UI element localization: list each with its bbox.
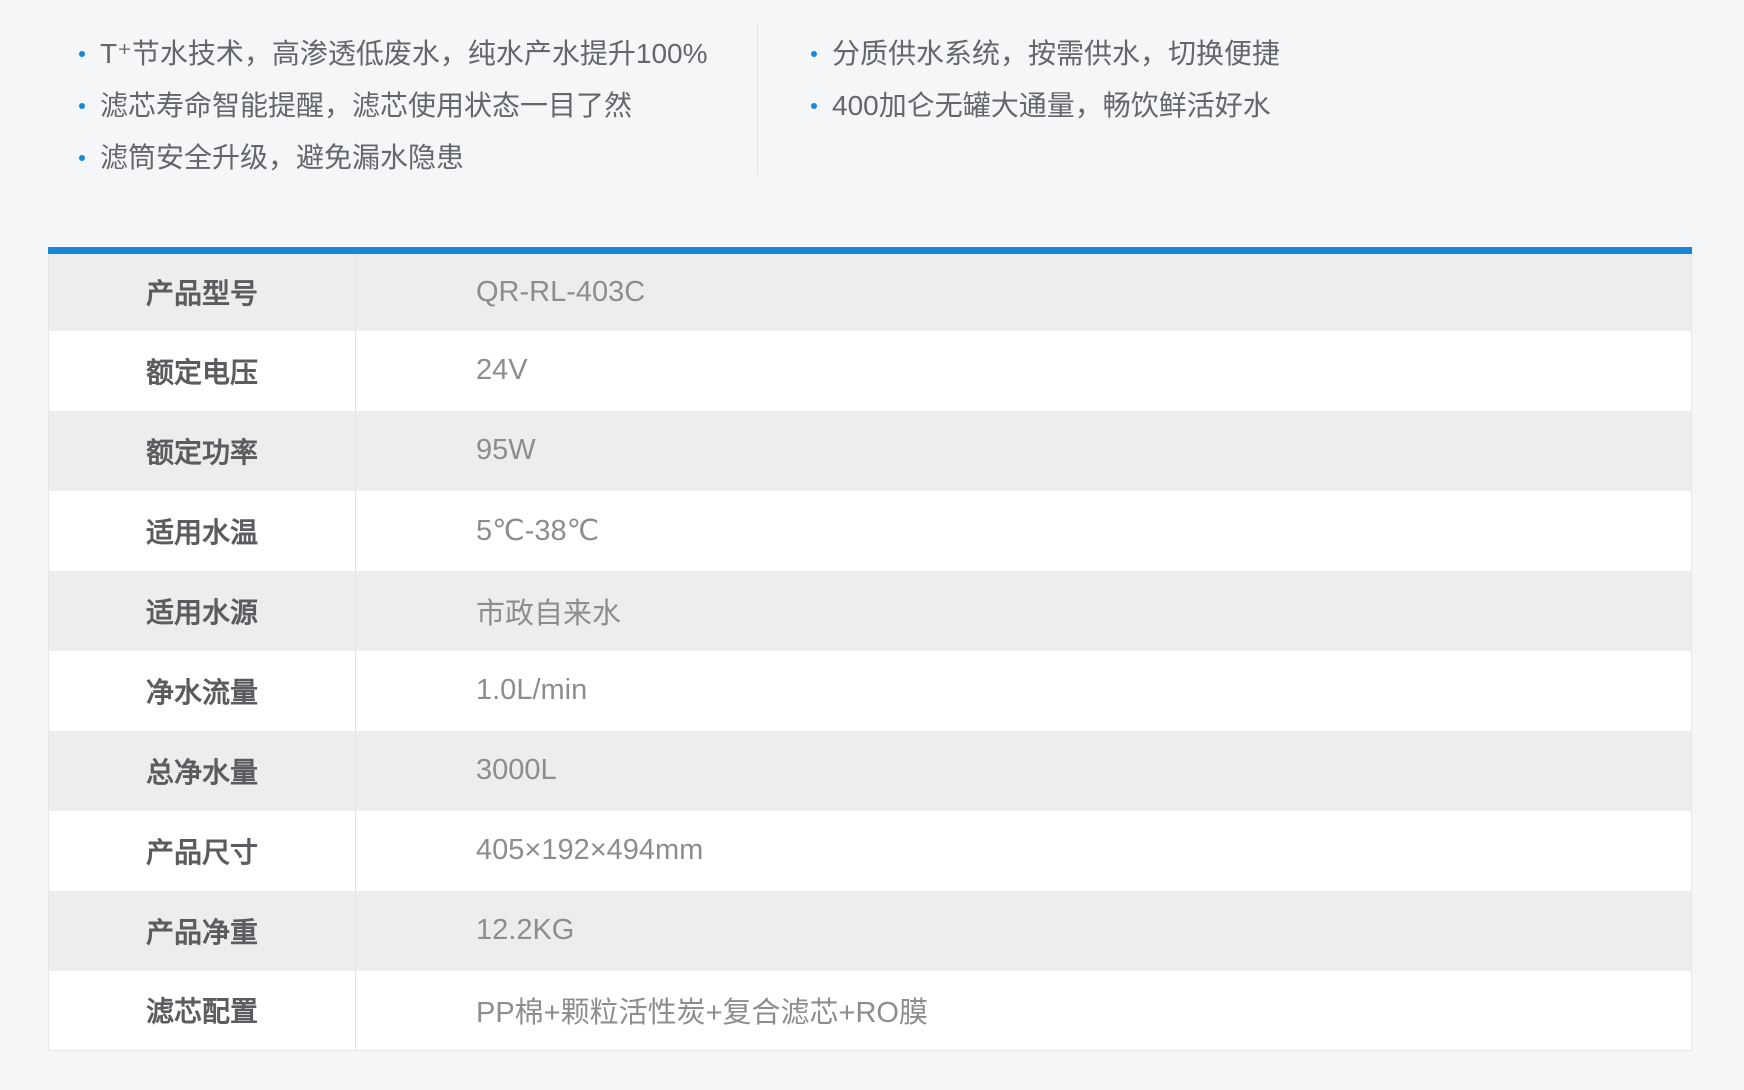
table-row: 总净水量 3000L <box>48 730 1692 811</box>
table-row: 适用水源 市政自来水 <box>48 570 1692 651</box>
spec-value-cell: 5℃-38℃ <box>476 515 600 547</box>
feature-item: 滤筒安全升级，避免漏水隐患 <box>74 132 757 184</box>
table-row: 净水流量 1.0L/min <box>48 650 1692 731</box>
feature-item: T⁺节水技术，高渗透低废水，纯水产水提升100% <box>74 28 757 80</box>
spec-value-cell: 405×192×494mm <box>476 834 704 866</box>
table-row: 产品净重 12.2KG <box>48 890 1692 971</box>
spec-label-cell: 净水流量 <box>48 650 356 731</box>
bullet-dot-icon <box>79 51 85 57</box>
vertical-divider <box>757 23 758 175</box>
feature-text: T⁺节水技术，高渗透低废水，纯水产水提升100% <box>100 38 708 69</box>
spec-label-cell: 产品型号 <box>48 250 356 331</box>
spec-label-cell: 额定功率 <box>48 410 356 491</box>
spec-label-cell: 产品净重 <box>48 890 356 971</box>
spec-value-cell: PP棉+颗粒活性炭+复合滤芯+RO膜 <box>476 997 928 1030</box>
table-row: 产品型号 QR-RL-403C <box>48 250 1692 331</box>
feature-list-left: T⁺节水技术，高渗透低废水，纯水产水提升100% 滤芯寿命智能提醒，滤芯使用状态… <box>0 28 757 184</box>
spec-value-cell: 1.0L/min <box>476 674 588 706</box>
feature-item: 滤芯寿命智能提醒，滤芯使用状态一目了然 <box>74 80 757 132</box>
spec-label-cell: 总净水量 <box>48 730 356 811</box>
spec-table: 产品型号 QR-RL-403C 额定电压 24V 额定功率 95W 适用水温 5… <box>48 247 1692 1051</box>
spec-value-cell: 95W <box>476 434 536 466</box>
spec-table-section: 产品型号 QR-RL-403C 额定电压 24V 额定功率 95W 适用水温 5… <box>48 247 1692 1051</box>
table-row: 适用水温 5℃-38℃ <box>48 490 1692 571</box>
feature-highlights-section: T⁺节水技术，高渗透低废水，纯水产水提升100% 滤芯寿命智能提醒，滤芯使用状态… <box>0 23 1744 184</box>
spec-value-cell: 12.2KG <box>476 914 575 946</box>
table-row: 额定功率 95W <box>48 410 1692 491</box>
spec-table-body: 产品型号 QR-RL-403C 额定电压 24V 额定功率 95W 适用水温 5… <box>48 250 1692 1051</box>
feature-item: 分质供水系统，按需供水，切换便捷 <box>806 28 1280 80</box>
feature-list-right: 分质供水系统，按需供水，切换便捷 400加仑无罐大通量，畅饮鲜活好水 <box>758 28 1280 132</box>
feature-text: 滤筒安全升级，避免漏水隐患 <box>100 142 465 173</box>
bullet-dot-icon <box>79 155 85 161</box>
bullet-dot-icon <box>811 51 817 57</box>
table-row: 滤芯配置 PP棉+颗粒活性炭+复合滤芯+RO膜 <box>48 970 1692 1051</box>
feature-text: 分质供水系统，按需供水，切换便捷 <box>832 38 1281 69</box>
feature-text: 滤芯寿命智能提醒，滤芯使用状态一目了然 <box>100 90 633 121</box>
spec-value-cell: QR-RL-403C <box>476 275 646 308</box>
spec-value-cell: 3000L <box>476 754 557 786</box>
spec-label-cell: 产品尺寸 <box>48 810 356 891</box>
spec-label-cell: 额定电压 <box>48 330 356 411</box>
bullet-dot-icon <box>79 103 85 109</box>
table-row: 额定电压 24V <box>48 330 1692 411</box>
feature-text: 400加仑无罐大通量，畅饮鲜活好水 <box>832 90 1271 121</box>
spec-label-cell: 适用水温 <box>48 490 356 571</box>
spec-label-cell: 滤芯配置 <box>48 970 356 1051</box>
spec-value-cell: 市政自来水 <box>476 597 622 630</box>
table-row: 产品尺寸 405×192×494mm <box>48 810 1692 891</box>
spec-value-cell: 24V <box>476 354 528 386</box>
spec-label-cell: 适用水源 <box>48 570 356 651</box>
bullet-dot-icon <box>811 103 817 109</box>
feature-item: 400加仑无罐大通量，畅饮鲜活好水 <box>806 80 1280 132</box>
